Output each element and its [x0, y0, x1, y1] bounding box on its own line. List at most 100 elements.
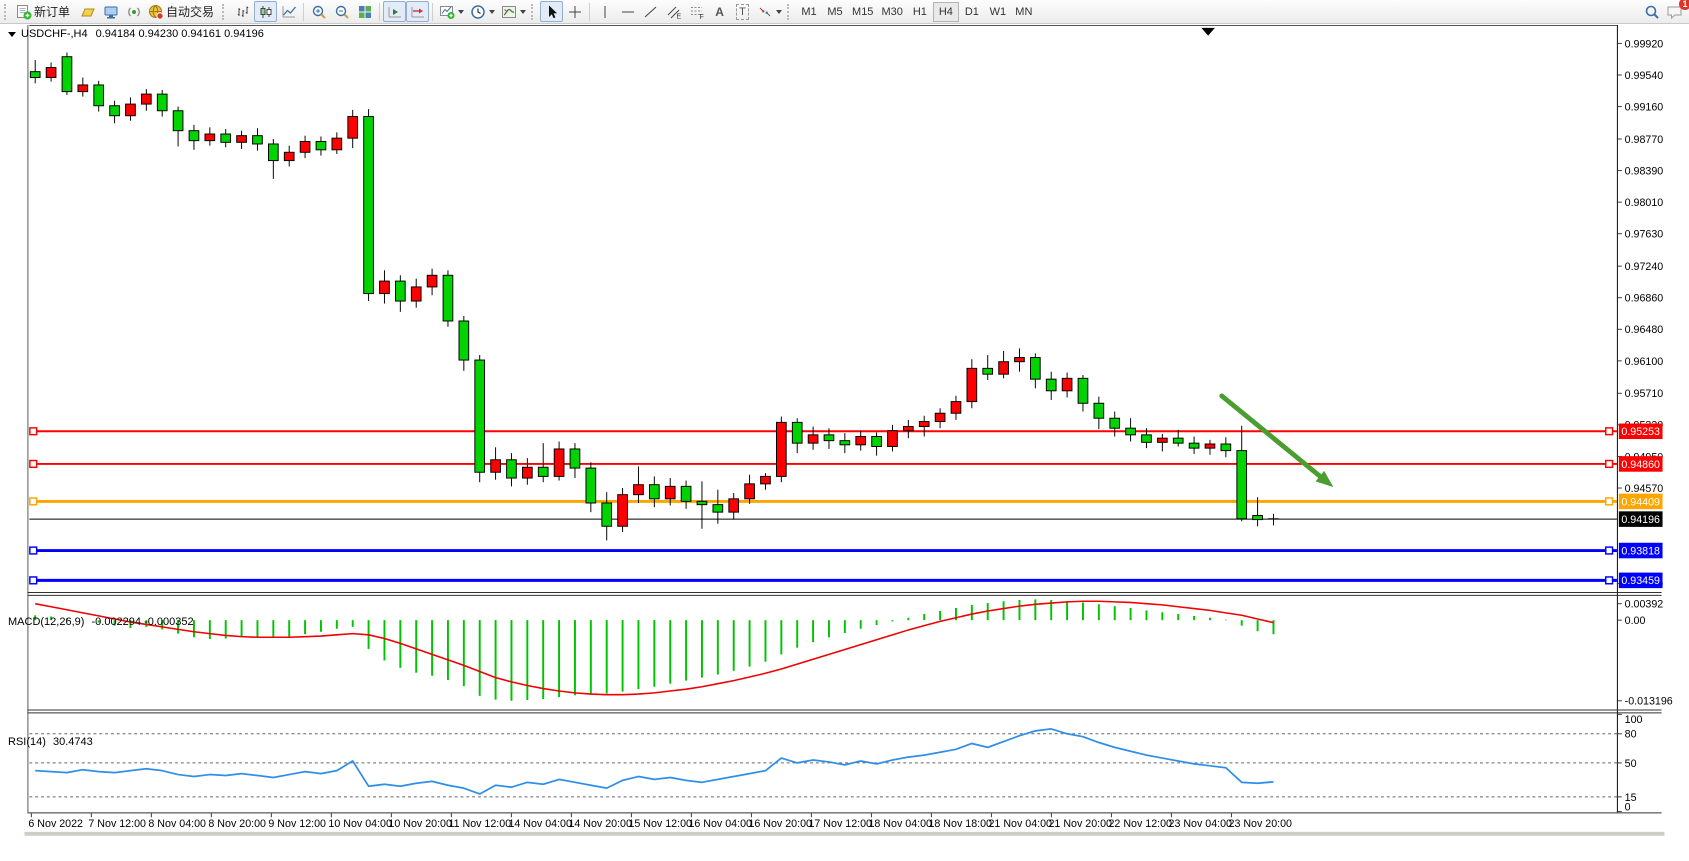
chart-symbol-strip: USDCHF-,H4 0.94184 0.94230 0.94161 0.941…	[8, 28, 264, 40]
line-handle[interactable]	[29, 497, 38, 506]
line-handle[interactable]	[1605, 497, 1614, 506]
templates-button[interactable]	[498, 1, 529, 22]
price-chart-surface[interactable]: 0.99920 0.99540 0.99160 0.98770 0.98390 0.980…	[0, 24, 1689, 860]
fibonacci-tool-button[interactable]: F	[685, 1, 708, 22]
window-bottom-edge	[24, 831, 1665, 836]
macd-indicator-label: MACD(12,26,9) -0.002294 -0.000352	[8, 616, 194, 628]
ohlc-readout: 0.94184 0.94230 0.94161 0.94196	[95, 28, 264, 40]
timeframe-w1-button[interactable]: W1	[989, 5, 1007, 18]
market-watch-button[interactable]	[99, 1, 122, 22]
toolbar-separator	[303, 2, 305, 21]
auto-scroll-button[interactable]	[383, 1, 407, 22]
candlesticks	[29, 52, 1279, 541]
trend-arrow[interactable]	[1219, 393, 1334, 488]
symbol-label: USDCHF-,H4	[21, 28, 88, 40]
text-label-icon: T	[736, 3, 749, 20]
periods-button[interactable]	[467, 1, 498, 22]
notifications-button[interactable]: 1	[1663, 0, 1689, 22]
time-tick-label: 11 Nov 12:00	[448, 818, 511, 830]
text-tool-button[interactable]: A	[708, 1, 731, 22]
text-label-tool-button[interactable]: T	[731, 1, 754, 22]
timeframe-d1-button[interactable]: D1	[964, 5, 979, 18]
candle-body	[1045, 378, 1057, 392]
price-line-badge-label: 0.94860	[1621, 459, 1660, 471]
candle-body	[521, 466, 533, 479]
indicators-button[interactable]	[436, 1, 467, 22]
crosshair-tool-button[interactable]	[563, 1, 586, 22]
market-button[interactable]	[76, 1, 99, 22]
candle-body	[1141, 434, 1152, 443]
candle-body	[966, 367, 978, 403]
cursor-icon	[544, 4, 560, 20]
toolbar-grip[interactable]	[4, 3, 9, 20]
trendline-tool-button[interactable]	[639, 1, 662, 22]
bar-chart-button[interactable]	[231, 1, 254, 22]
price-line-badge	[1618, 423, 1663, 440]
price-tick-label: 0.94570	[1625, 483, 1664, 495]
horizontal-line-tool-button[interactable]	[616, 1, 639, 22]
chart-shift-button[interactable]	[406, 1, 430, 22]
candle-body	[1172, 437, 1184, 444]
vertical-line-tool-button[interactable]	[593, 1, 616, 22]
chart-shift-marker[interactable]	[1201, 27, 1215, 36]
timeframe-m30-button[interactable]: M30	[881, 5, 903, 18]
cursor-tool-button[interactable]	[540, 1, 564, 22]
time-tick-label: 21 Nov 04:00	[988, 818, 1052, 830]
candle-body	[1252, 514, 1263, 521]
main-toolbar: 新订单 自动交易	[0, 0, 1689, 24]
toolbar-grip[interactable]	[222, 3, 227, 20]
candle-body	[188, 130, 200, 142]
clock-icon	[470, 4, 486, 20]
horizontal-line-objects[interactable]	[29, 427, 1617, 585]
search-button[interactable]	[1640, 1, 1663, 22]
candlestick-chart-button[interactable]	[254, 1, 278, 22]
symbol-dropdown-icon[interactable]	[8, 31, 16, 37]
line-handle[interactable]	[29, 546, 38, 555]
new-order-icon	[16, 4, 32, 20]
timeframe-m15-button[interactable]: M15	[852, 5, 874, 18]
candle-body	[887, 430, 898, 447]
timeframe-h1-button[interactable]: H1	[912, 5, 927, 18]
zoom-out-button[interactable]	[330, 1, 353, 22]
timeframe-h4-button[interactable]: H4	[932, 1, 959, 22]
candle-body	[934, 412, 946, 423]
candle-body	[903, 426, 914, 432]
time-tick-label: 18 Nov 18:00	[928, 818, 992, 830]
arrows-tool-button[interactable]	[754, 1, 785, 22]
trend-arrow-head[interactable]	[1315, 470, 1334, 488]
svg-text:F: F	[699, 14, 703, 20]
toolbar-grip[interactable]	[531, 3, 536, 20]
line-chart-button[interactable]	[277, 1, 300, 22]
template-icon	[501, 4, 517, 20]
price-line-badge-label: 0.94409	[1621, 496, 1660, 508]
line-handle[interactable]	[1605, 576, 1614, 585]
line-handle[interactable]	[1605, 427, 1614, 436]
time-tick-label: 8 Nov 20:00	[208, 818, 266, 830]
timeframe-m5-button[interactable]: M5	[827, 5, 843, 18]
toolbar-grip[interactable]	[787, 3, 792, 20]
timeframe-mn-button[interactable]: MN	[1015, 5, 1033, 18]
time-tick-label: 21 Nov 20:00	[1048, 818, 1112, 830]
candle-body	[775, 421, 787, 477]
signals-button[interactable]	[122, 1, 145, 22]
rsi-line	[35, 728, 1274, 795]
time-axis: 6 Nov 2022 7 Nov 12:00 8 Nov 04:00 8 Nov 20…	[28, 813, 1292, 830]
line-handle[interactable]	[29, 427, 38, 436]
zoom-in-button[interactable]	[307, 1, 330, 22]
timeframe-m1-button[interactable]: M1	[801, 5, 817, 18]
line-chart-icon	[281, 4, 297, 20]
candle-body	[998, 361, 1009, 375]
line-handle[interactable]	[29, 576, 38, 585]
tile-windows-button[interactable]	[353, 1, 376, 22]
new-order-button[interactable]: 新订单	[13, 1, 76, 22]
channel-tool-button[interactable]: E	[662, 1, 685, 22]
line-handle[interactable]	[1605, 459, 1614, 469]
candle-body	[29, 71, 41, 78]
trend-arrow-shaft[interactable]	[1219, 393, 1323, 479]
candle-body	[1061, 377, 1073, 392]
auto-trading-button[interactable]: 自动交易	[145, 1, 220, 22]
line-handle[interactable]	[1605, 546, 1614, 555]
trendline-icon	[643, 4, 659, 20]
line-handle[interactable]	[29, 459, 38, 469]
